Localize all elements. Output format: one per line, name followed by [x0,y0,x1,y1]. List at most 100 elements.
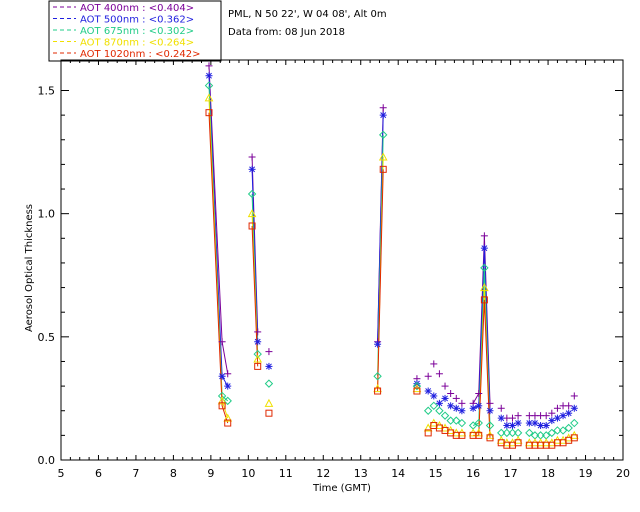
data-point [447,389,455,397]
data-point [374,340,382,348]
x-tick-label: 18 [541,467,555,480]
data-point [435,370,443,378]
data-point-shape [223,396,232,406]
data-point [570,434,578,442]
data-point [412,381,422,391]
data-point [474,418,483,428]
data-point [559,412,567,420]
data-point [423,423,433,432]
data-point [424,372,432,380]
data-point-shape [570,434,578,442]
data-point [497,404,505,412]
series-line [377,115,384,345]
data-point [564,423,573,433]
data-point-shape [480,296,488,304]
data-point [480,232,488,240]
data-point-shape [373,372,382,381]
data-point [485,421,495,430]
x-tick-label: 12 [316,467,330,480]
data-point [441,394,449,402]
data-point-shape [458,431,466,439]
x-tick-label: 9 [207,467,214,480]
x-tick-label: 7 [132,467,139,480]
data-point-shape [564,423,573,433]
data-point-stroke [560,412,567,419]
data-point [254,362,262,370]
x-tick-label: 15 [429,467,443,480]
data-point [435,399,443,407]
data-point-shape [429,401,439,411]
data-point [502,428,512,438]
legend-box [48,0,222,62]
data-point-stroke [453,405,460,412]
x-tick-label: 5 [58,467,65,480]
data-point [379,165,387,173]
data-point-shape [247,189,257,199]
data-point [265,409,273,417]
legend-entry: AOT 870nm : <0.264> [80,38,194,49]
data-point-stroke [413,380,420,387]
data-point-stroke [475,402,482,409]
data-point [452,404,460,412]
x-tick-label: 13 [354,467,368,480]
data-point-shape [474,418,483,428]
data-point [452,416,461,425]
data-point [508,422,516,430]
data-point [458,431,466,439]
data-point-shape [570,418,579,428]
x-tick-label: 14 [391,467,405,480]
data-point-stroke [254,338,261,345]
data-point-shape [480,283,489,292]
data-point [531,419,539,427]
data-point [457,418,467,428]
data-point-shape [217,396,227,405]
x-axis-title: Time (GMT) [312,483,371,494]
data-point [446,416,455,425]
data-point-stroke [554,415,561,422]
data-point-shape [547,428,557,438]
data-point-shape [514,439,522,447]
data-point [508,428,517,438]
data-point [430,360,438,368]
data-point [525,419,533,427]
data-point [435,406,444,415]
data-point-shape [558,426,568,435]
data-point [224,382,232,390]
data-point [469,404,477,412]
data-point-shape [446,416,455,425]
data-point-shape [486,434,494,442]
x-tick-label: 17 [504,467,518,480]
x-tick-label: 8 [170,467,177,480]
data-point-shape [248,222,256,230]
data-point-stroke [487,407,493,414]
data-point-stroke [430,392,437,399]
y-tick-label: 1.5 [38,85,56,98]
data-point-stroke [548,417,555,424]
data-point [218,402,226,410]
data-point-stroke [515,420,522,427]
data-point-shape [435,406,444,415]
data-point [565,409,573,417]
legend-entry: AOT 400nm : <0.404> [80,3,194,14]
y-tick-label: 1.0 [38,208,56,221]
data-point-shape [502,428,512,438]
data-point-shape [525,428,534,438]
data-point-stroke [374,341,381,348]
data-point [265,362,273,370]
data-point [217,396,227,405]
data-point [570,418,579,428]
data-point [264,379,274,388]
legend-entry: AOT 675nm : <0.302> [80,26,194,37]
data-point [423,406,433,415]
data-point [458,399,466,407]
data-point [254,328,262,336]
data-point-shape [485,421,495,430]
data-point-shape [508,428,517,438]
data-point-stroke [425,388,432,394]
data-point [204,81,214,90]
data-point [424,387,432,395]
data-point [218,338,226,346]
y-tick-label: 0.0 [38,454,56,467]
data-point-shape [265,409,273,417]
data-point [486,407,494,415]
